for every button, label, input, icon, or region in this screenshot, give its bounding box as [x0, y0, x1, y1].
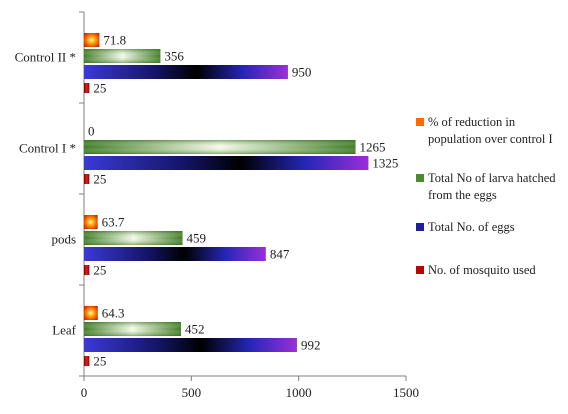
plot-area: 0 500 1000 1500 Leaf 25 992 452 64.3 pods 25 847 459… — [15, 11, 419, 400]
bar-sheen — [84, 231, 183, 245]
bar-total-no-of-eggs — [84, 338, 297, 352]
legend-swatch — [416, 223, 424, 231]
bar-sheen — [84, 322, 182, 336]
bar-total-no-of-eggs — [84, 65, 288, 79]
category-label: Control II * — [15, 50, 76, 65]
bar--of-reduction-in-population-over-control-i — [84, 306, 98, 320]
data-label: 847 — [270, 247, 290, 262]
x-tick-label: 0 — [81, 385, 88, 400]
data-label: 25 — [93, 263, 106, 278]
legend-label: % of reduction in population over contro… — [428, 115, 553, 146]
data-label: 356 — [164, 49, 184, 64]
bar-no-of-mosquito-used — [84, 265, 90, 275]
data-label: 0 — [88, 124, 95, 139]
data-label: 1325 — [372, 156, 398, 171]
x-tick-label: 1500 — [393, 385, 419, 400]
legend-swatch — [416, 118, 424, 126]
legend-label: No. of mosquito used — [428, 263, 536, 277]
data-label: 950 — [292, 65, 312, 80]
bar-sheen — [84, 49, 161, 63]
data-label: 992 — [301, 338, 321, 353]
data-label: 1265 — [360, 140, 386, 155]
category-label: pods — [51, 232, 76, 247]
legend-label: Total No. of eggs — [428, 220, 515, 234]
legend-label: Total No of larva hatched from the eggs — [428, 171, 556, 202]
data-label: 459 — [187, 231, 207, 246]
legend-item: Total No. of eggs — [416, 219, 566, 236]
bar-total-no-of-eggs — [84, 247, 266, 261]
data-label: 25 — [93, 354, 106, 369]
bar-no-of-mosquito-used — [84, 356, 90, 366]
x-tick-label: 1000 — [286, 385, 312, 400]
bar-no-of-mosquito-used — [84, 174, 90, 184]
data-label: 25 — [93, 81, 106, 96]
category-label: Control I * — [19, 141, 76, 156]
legend-swatch — [416, 266, 424, 274]
data-label: 25 — [93, 172, 106, 187]
bar--of-reduction-in-population-over-control-i — [84, 33, 100, 47]
legend-item: No. of mosquito used — [416, 262, 566, 279]
data-label: 452 — [185, 322, 205, 337]
bar-sheen — [84, 140, 356, 154]
x-tick-label: 500 — [182, 385, 202, 400]
legend-swatch — [416, 174, 424, 182]
legend-item: % of reduction in population over contro… — [416, 114, 566, 148]
category-label: Leaf — [52, 323, 76, 338]
legend: % of reduction in population over contro… — [416, 114, 566, 279]
legend-item: Total No of larva hatched from the eggs — [416, 170, 566, 204]
data-label: 64.3 — [102, 306, 125, 321]
data-label: 63.7 — [102, 215, 125, 230]
data-label: 71.8 — [103, 33, 126, 48]
bar--of-reduction-in-population-over-control-i — [84, 215, 98, 229]
bar-no-of-mosquito-used — [84, 83, 90, 93]
bar-total-no-of-eggs — [84, 156, 369, 170]
